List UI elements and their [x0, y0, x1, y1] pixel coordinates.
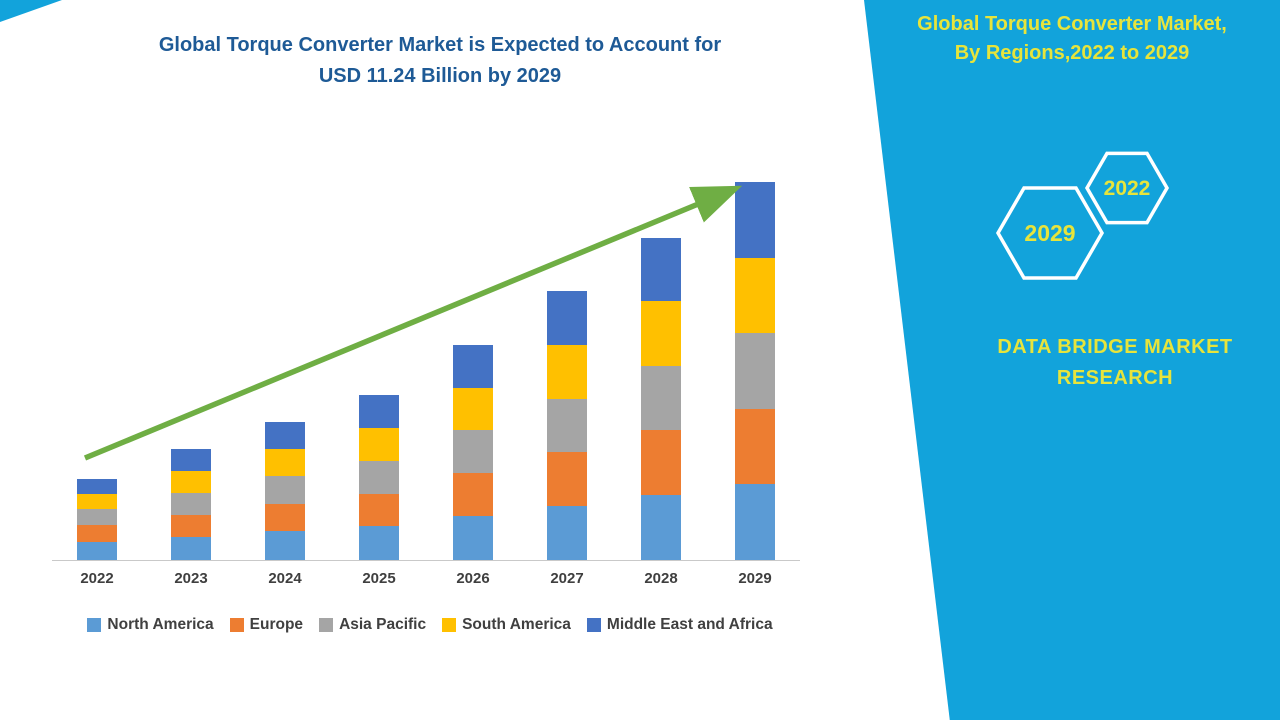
bar-2028	[614, 237, 708, 560]
bar-segment	[265, 476, 305, 504]
bar-segment	[547, 344, 587, 399]
hexagon-2022-outline	[1084, 151, 1170, 225]
legend-item: North America	[87, 616, 214, 634]
bar-segment	[547, 452, 587, 507]
legend-label: Asia Pacific	[339, 616, 427, 633]
bar-segment	[359, 493, 399, 527]
bar-segment	[359, 460, 399, 494]
bar-segment	[735, 182, 775, 258]
bar-segment	[641, 494, 681, 560]
bar-segment	[735, 257, 775, 334]
bar-segment	[453, 387, 493, 431]
legend-item: South America	[442, 616, 571, 634]
bar-segment	[641, 237, 681, 301]
bar-stack	[453, 344, 493, 560]
hexagon-2029-label: 2029	[1024, 220, 1075, 246]
legend-swatch	[87, 618, 102, 632]
bar-segment	[453, 430, 493, 474]
bar-segment	[77, 541, 117, 560]
panel-heading: Global Torque Converter Market, By Regio…	[897, 10, 1247, 68]
bar-segment	[547, 398, 587, 453]
bar-segment	[77, 508, 117, 525]
legend-label: South America	[462, 616, 571, 633]
bar-segment	[359, 395, 399, 429]
bar-segment	[77, 479, 117, 494]
bar-segment	[171, 536, 211, 560]
bar-2023	[144, 449, 238, 560]
bar-segment	[265, 503, 305, 532]
bar-segment	[265, 422, 305, 450]
hexagon-2022-label: 2022	[1104, 177, 1151, 200]
chart-title-line1: Global Torque Converter Market is Expect…	[158, 34, 722, 56]
bar-2024	[238, 422, 332, 560]
bar-segment	[735, 484, 775, 560]
x-axis-label: 2026	[456, 570, 490, 587]
year-hexagons: 2022 2029	[995, 151, 1170, 280]
bar-segment	[171, 470, 211, 493]
x-axis-label: 2025	[362, 570, 396, 587]
legend-label: North America	[107, 616, 214, 633]
bar-segment	[359, 526, 399, 560]
bar-segment	[265, 449, 305, 477]
legend-swatch	[586, 618, 601, 632]
bar-segment	[171, 449, 211, 471]
bar-segment	[359, 428, 399, 461]
chart-legend: North America Europe Asia Pacific South Ame…	[50, 616, 810, 634]
brand-wordmark: DATA BRIDGE MARKET RESEARCH	[985, 332, 1245, 394]
legend-item: Middle East and Africa	[586, 616, 773, 634]
legend-swatch	[442, 618, 457, 632]
corner-accent-triangle	[0, 0, 62, 22]
legend-item: Europe	[229, 616, 304, 634]
x-axis-label: 2024	[268, 570, 302, 587]
bar-segment	[171, 514, 211, 537]
bar-2027	[520, 291, 614, 560]
panel-heading-line2: By Regions,2022 to 2029	[954, 42, 1190, 64]
x-axis-label: 2027	[550, 570, 584, 587]
x-axis-label: 2023	[174, 570, 208, 587]
bar-2029	[708, 182, 802, 560]
bar-segment	[453, 344, 493, 388]
x-axis-labels: 2022 2023 2024 2025 2026 2027 2028 2029	[50, 570, 802, 587]
bar-stack	[735, 182, 775, 560]
bar-segment	[77, 524, 117, 542]
legend-item: Asia Pacific	[319, 616, 426, 634]
bar-2025	[332, 395, 426, 560]
bar-segment	[735, 408, 775, 485]
bar-segment	[453, 516, 493, 560]
hexagon-2029-outline	[995, 186, 1105, 280]
bar-stack	[359, 395, 399, 560]
brand-line2: RESEARCH	[1056, 367, 1174, 389]
bar-stack	[77, 479, 117, 560]
chart-title-line2: USD 11.24 Billion by 2029	[318, 65, 562, 87]
x-axis-line	[52, 560, 800, 561]
brand-line1: DATA BRIDGE MARKET	[997, 336, 1233, 358]
x-axis-label: 2029	[738, 570, 772, 587]
bar-segment	[171, 492, 211, 515]
bar-stack	[641, 237, 681, 560]
bar-segment	[77, 493, 117, 509]
bar-chart	[50, 140, 802, 560]
bar-stack	[265, 422, 305, 560]
legend-swatch	[319, 618, 334, 632]
bar-segment	[453, 473, 493, 517]
bar-stack	[547, 291, 587, 560]
bar-segment	[265, 531, 305, 560]
bar-segment	[641, 430, 681, 495]
legend-label: Europe	[249, 616, 304, 633]
bar-segment	[547, 506, 587, 560]
x-axis-label: 2022	[80, 570, 114, 587]
legend-swatch	[229, 618, 244, 632]
bar-stack	[171, 449, 211, 560]
x-axis-label: 2028	[644, 570, 678, 587]
bar-segment	[641, 365, 681, 430]
chart-title: Global Torque Converter Market is Expect…	[60, 30, 820, 92]
bar-segment	[735, 333, 775, 409]
legend-label: Middle East and Africa	[606, 616, 773, 633]
bar-2022	[50, 479, 144, 560]
bar-segment	[547, 291, 587, 345]
bar-segment	[641, 301, 681, 366]
bar-2026	[426, 344, 520, 560]
panel-heading-line1: Global Torque Converter Market,	[917, 13, 1227, 35]
